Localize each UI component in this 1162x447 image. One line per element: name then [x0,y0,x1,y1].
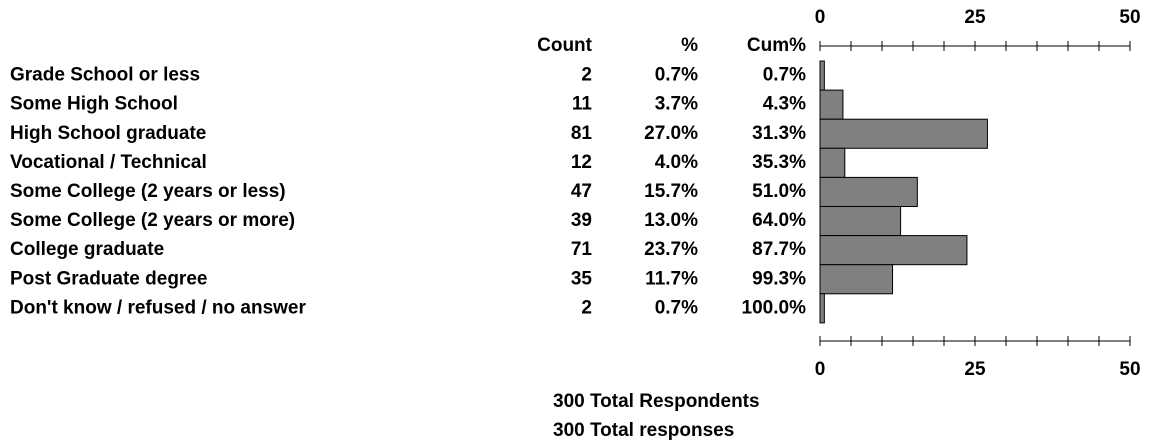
bar [819,235,968,266]
x-tick-label: 0 [815,359,826,380]
percent: 0.7% [655,297,698,318]
count: 35 [571,268,593,289]
x-tick-label: 25 [964,359,986,380]
percent: 4.0% [655,152,698,173]
cumulative: 100.0% [742,297,807,318]
column-header: % [681,35,698,56]
cumulative: 35.3% [752,152,806,173]
bar [819,176,918,207]
bar [819,206,902,237]
x-tick-label: 50 [1119,359,1140,380]
cumulative: 64.0% [752,210,806,231]
row-label: Don't know / refused / no answer [10,297,306,318]
percent: 27.0% [644,123,698,144]
bar [819,147,846,178]
count: 2 [581,65,592,86]
row-label: Grade School or less [10,65,200,86]
x-tick-label: 25 [964,7,986,28]
cumulative: 31.3% [752,123,806,144]
cumulative: 99.3% [752,268,806,289]
row-label: Some High School [10,94,178,115]
percent: 0.7% [655,65,698,86]
count: 47 [571,181,592,202]
row-label: High School graduate [10,123,206,144]
percent: 11.7% [645,268,698,289]
row-label: Some College (2 years or less) [10,181,286,202]
cumulative: 0.7% [763,65,806,86]
percent: 23.7% [644,239,698,260]
cumulative: 4.3% [763,94,806,115]
percent: 3.7% [655,94,698,115]
count: 81 [571,123,593,144]
cumulative: 87.7% [752,239,806,260]
column-header: Count [537,35,593,56]
bar [819,264,894,295]
column-header: Cum% [747,35,806,56]
bar [819,89,844,120]
row-label: College graduate [10,239,164,260]
count: 11 [572,94,593,115]
bar [819,60,825,91]
x-tick-label: 0 [815,7,826,28]
count: 39 [571,210,592,231]
footer: 300 Total Respondents [553,391,760,412]
row-label: Vocational / Technical [10,152,207,173]
bar [819,293,825,324]
cumulative: 51.0% [752,181,806,202]
row-label: Some College (2 years or more) [10,210,295,231]
row-label: Post Graduate degree [10,268,207,289]
count: 71 [571,239,593,260]
count: 12 [571,152,592,173]
percent: 13.0% [644,210,698,231]
count: 2 [581,297,592,318]
x-tick-label: 50 [1119,7,1140,28]
footer: 300 Total responses [553,420,734,441]
percent: 15.7% [644,181,698,202]
bar [819,118,988,149]
